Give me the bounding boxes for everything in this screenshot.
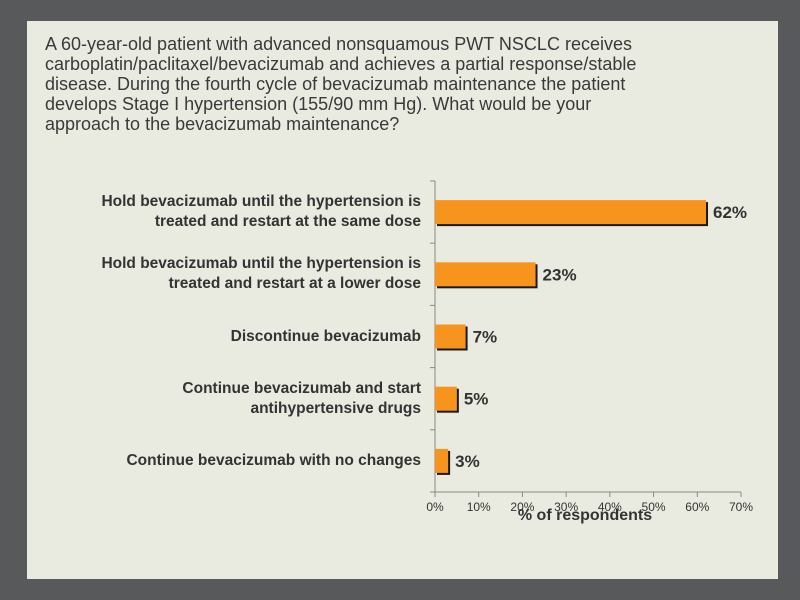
x-tick-label: 20% [510,500,534,514]
category-label: Hold bevacizumab until the hypertension … [101,255,421,293]
x-axis-title: % of respondents [517,507,653,524]
value-label: 7% [473,328,498,347]
bar-chart: 0% 10% 20% 30% 40% 50% 60% 70% 62% 23% 7% 5% 3% [426,180,753,514]
x-tick-label: 60% [685,500,709,514]
x-tick-label: 40% [598,500,622,514]
category-label: Continue bevacizumab and start antihyper… [182,379,421,417]
value-label: 23% [543,265,577,284]
bar [435,386,457,411]
bar [435,200,707,225]
x-tick-label: 0% [426,500,444,514]
category-label: Hold bevacizumab until the hypertension … [101,193,421,231]
x-tick-label: 10% [467,500,491,514]
x-tick-label: 50% [642,500,666,514]
slide: A 60-year-old patient with advanced nons… [27,21,778,579]
value-label: 3% [455,452,480,471]
bar [435,262,536,287]
bar [435,448,449,473]
category-label: Discontinue bevacizumab [230,327,421,345]
bar [435,324,466,349]
value-label: 62% [713,203,747,222]
value-label: 5% [464,390,489,409]
category-label: Continue bevacizumab with no changes [126,451,421,469]
question-text: A 60-year-old patient with advanced nons… [45,34,637,134]
x-tick-label: 30% [554,500,578,514]
x-tick-label: 70% [729,500,753,514]
